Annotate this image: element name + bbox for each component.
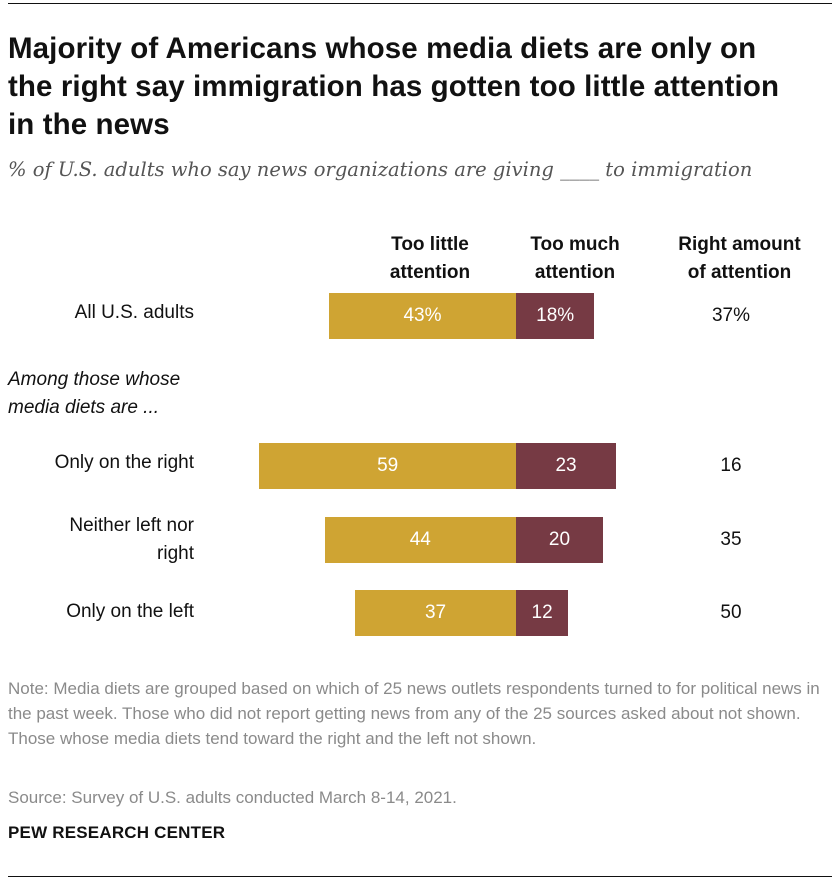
row-label-neither: Neither left nor right — [69, 515, 194, 564]
row-label-only-left: Only on the left — [66, 601, 194, 622]
right-amount-all-adults: 37% — [711, 305, 751, 326]
bar-too-little-only-left — [355, 590, 516, 636]
bar-label-too-much-only-right: 23 — [555, 455, 577, 476]
bar-too-much-all-adults — [516, 293, 595, 339]
group-label: Among those whose media diets are ... — [8, 369, 181, 418]
bar-label-too-little-all-adults: 43% — [403, 305, 442, 326]
chart-title: Majority of Americans whose media diets … — [8, 32, 780, 141]
bar-label-too-much-all-adults: 18% — [536, 305, 575, 326]
column-header-right-amount: Right amount of attention — [678, 234, 801, 283]
bar-label-too-little-only-right: 59 — [377, 455, 399, 476]
bar-too-little-neither — [324, 517, 516, 563]
bar-too-little-only-right — [259, 443, 516, 489]
bar-too-much-neither — [516, 517, 603, 563]
right-amount-only-left: 50 — [720, 602, 742, 623]
bottom-rule — [8, 876, 832, 877]
bar-label-too-much-neither: 20 — [548, 529, 571, 550]
brand-name: PEW RESEARCH CENTER — [8, 823, 226, 842]
right-amount-only-right: 16 — [720, 455, 742, 476]
bar-label-too-little-neither: 44 — [409, 529, 431, 550]
column-header-too-little: Too little attention — [389, 234, 471, 283]
bar-label-too-much-only-left: 12 — [531, 602, 553, 623]
bar-too-little-all-adults — [328, 293, 516, 339]
row-label-only-right: Only on the right — [54, 452, 194, 473]
chart-subtitle: % of U.S. adults who say news organizati… — [8, 158, 753, 181]
chart-note: Note: Media diets are grouped based on w… — [8, 679, 820, 748]
top-rule — [8, 3, 832, 4]
right-amount-neither: 35 — [720, 529, 742, 550]
chart-source: Source: Survey of U.S. adults conducted … — [8, 788, 457, 807]
row-label-all-adults: All U.S. adults — [74, 302, 194, 323]
bar-label-too-little-only-left: 37 — [424, 602, 447, 623]
bar-too-much-only-right — [516, 443, 617, 489]
column-header-too-much: Too much attention — [530, 234, 620, 283]
bar-too-much-only-left — [516, 590, 569, 636]
